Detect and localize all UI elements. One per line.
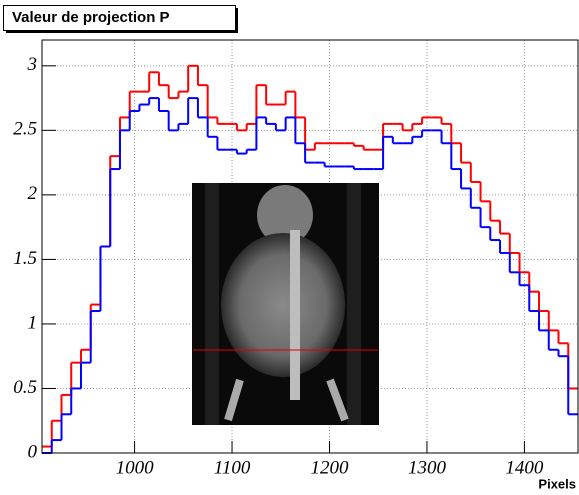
x-tick-label: 1400 <box>505 457 544 478</box>
x-tick-label: 1000 <box>116 457 155 478</box>
x-tick-label: 1300 <box>408 457 447 478</box>
title-box <box>3 5 236 31</box>
y-tick-label: 0 <box>28 441 38 462</box>
frame <box>41 39 579 454</box>
x-axis-label: Pixels <box>538 476 576 491</box>
inset-image <box>192 183 379 425</box>
xray-rail <box>205 183 219 425</box>
y-tick-label: 2.5 <box>13 119 37 140</box>
x-tick-label: 1200 <box>310 457 349 478</box>
title-shadow <box>6 31 238 33</box>
title-shadow <box>235 8 238 33</box>
xray-legs <box>224 378 349 422</box>
y-tick-label: 1.5 <box>13 248 37 269</box>
y-tick-label: 3 <box>27 54 38 75</box>
chart-title: Valeur de projection P <box>12 9 170 26</box>
y-tick-label: 2 <box>28 183 38 204</box>
y-tick-label: 1 <box>28 312 38 333</box>
xray-spine <box>290 230 300 400</box>
plot <box>42 64 578 454</box>
x-tick-label: 1100 <box>214 457 251 478</box>
xray-body <box>221 233 345 377</box>
xray-rail <box>347 183 361 425</box>
y-tick-label: 0.5 <box>13 377 37 398</box>
